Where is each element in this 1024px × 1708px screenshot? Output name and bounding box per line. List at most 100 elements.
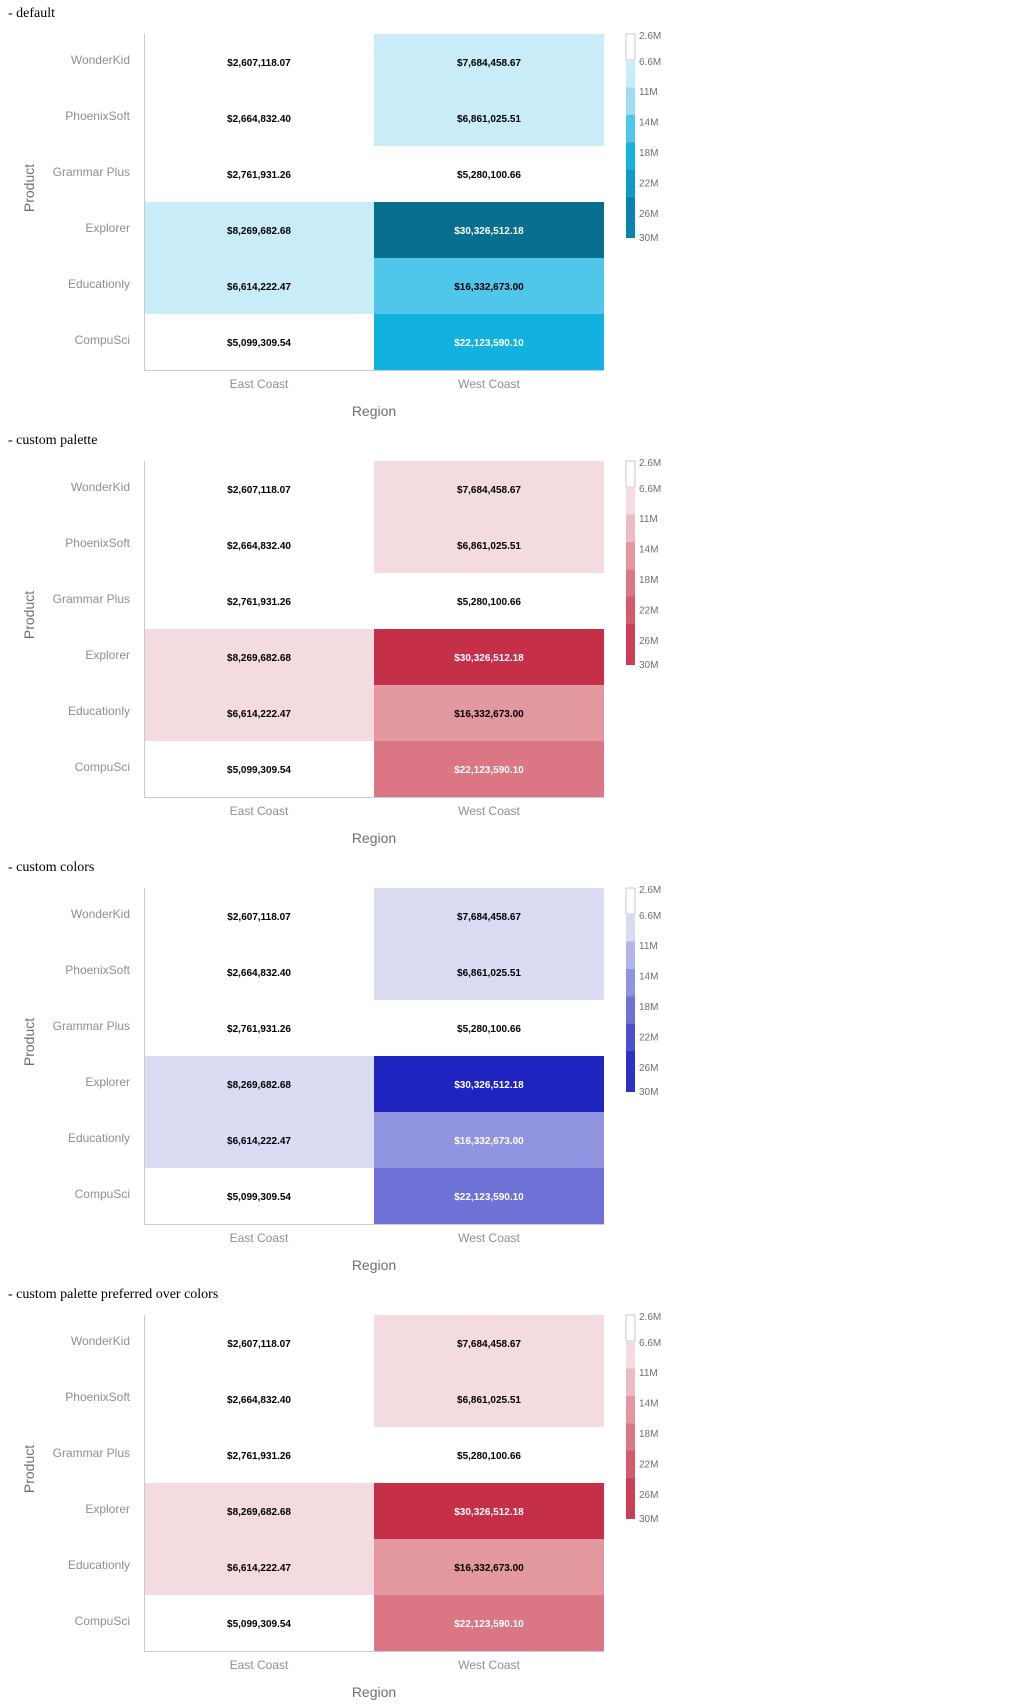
cell-value-label: $5,099,309.54 <box>227 338 291 349</box>
heatmap-cell[interactable] <box>144 258 374 314</box>
heatmap-cell[interactable] <box>144 1483 374 1539</box>
heatmap-cell[interactable] <box>144 685 374 741</box>
legend-tick-label: 14M <box>639 1399 658 1410</box>
cell-value-label: $30,326,512.18 <box>454 1507 524 1518</box>
cell-value-label: $5,099,309.54 <box>227 1619 291 1630</box>
y-axis-title: Product <box>21 1445 37 1493</box>
heatmap-cell[interactable] <box>374 461 604 517</box>
heatmap-cell[interactable] <box>374 629 604 685</box>
cell-value-label: $2,664,832.40 <box>227 1395 291 1406</box>
section-title: - custom palette <box>8 433 98 448</box>
heatmap-cell[interactable] <box>144 1056 374 1112</box>
heatmap-cell[interactable] <box>144 202 374 258</box>
section-title: - custom palette preferred over colors <box>8 1287 219 1302</box>
cell-value-label: $5,280,100.66 <box>457 170 521 181</box>
y-tick-label: PhoenixSoft <box>65 963 130 977</box>
legend-swatch <box>626 1368 635 1396</box>
legend-tick-label: 6.6M <box>639 911 661 922</box>
heatmap-cell[interactable] <box>144 741 374 797</box>
legend-tick-label: 18M <box>639 575 658 586</box>
legend-tick-label: 2.6M <box>639 458 661 469</box>
heatmap-cell[interactable] <box>374 146 604 202</box>
heatmap-cell[interactable] <box>374 258 604 314</box>
heatmap-cell[interactable] <box>144 146 374 202</box>
heatmap-cell[interactable] <box>374 34 604 90</box>
legend-tick-label: 11M <box>639 1368 658 1379</box>
y-axis-title: Product <box>21 1018 37 1066</box>
heatmap-cell[interactable] <box>374 1056 604 1112</box>
heatmap-cell[interactable] <box>374 1539 604 1595</box>
heatmap-cell[interactable] <box>144 944 374 1000</box>
heatmap-cell[interactable] <box>144 573 374 629</box>
legend-tick-label: 26M <box>639 1063 658 1074</box>
heatmap-cell[interactable] <box>144 888 374 944</box>
heatmap-cell[interactable] <box>144 1000 374 1056</box>
heatmap-cell[interactable] <box>144 34 374 90</box>
heatmap-cell[interactable] <box>374 1371 604 1427</box>
cell-value-label: $2,664,832.40 <box>227 968 291 979</box>
legend-swatch <box>626 1423 635 1451</box>
heatmap-cell[interactable] <box>374 888 604 944</box>
y-tick-label: Explorer <box>85 648 130 662</box>
cell-value-label: $6,861,025.51 <box>457 114 521 125</box>
cell-value-label: $7,684,458.67 <box>457 912 521 923</box>
legend-tick-label: 14M <box>639 545 658 556</box>
y-tick-label: CompuSci <box>75 760 130 774</box>
y-tick-label: PhoenixSoft <box>65 1390 130 1404</box>
heatmap-cell[interactable] <box>374 944 604 1000</box>
legend-tick-label: 11M <box>639 941 658 952</box>
legend-swatch <box>626 996 635 1024</box>
cell-value-label: $2,664,832.40 <box>227 114 291 125</box>
heatmap-cell[interactable] <box>374 202 604 258</box>
y-tick-label: WonderKid <box>71 1334 130 1348</box>
heatmap-cell[interactable] <box>374 1483 604 1539</box>
heatmap-cell[interactable] <box>144 90 374 146</box>
y-tick-label: CompuSci <box>75 1187 130 1201</box>
y-tick-label: Grammar Plus <box>53 165 130 179</box>
legend-tick-label: 22M <box>639 1033 658 1044</box>
x-axis-title: Region <box>352 830 396 846</box>
y-tick-label: Explorer <box>85 1502 130 1516</box>
legend-swatch <box>626 1477 635 1519</box>
heatmap-cell[interactable] <box>144 314 374 370</box>
heatmap-cell[interactable] <box>144 1315 374 1371</box>
y-tick-label: CompuSci <box>75 333 130 347</box>
heatmap-cell[interactable] <box>374 1427 604 1483</box>
heatmap-cell[interactable] <box>374 1168 604 1224</box>
heatmap-cell[interactable] <box>374 1315 604 1371</box>
heatmap-cell[interactable] <box>374 517 604 573</box>
legend-swatch <box>625 1314 636 1342</box>
heatmap-cell[interactable] <box>144 517 374 573</box>
legend-swatch <box>626 60 635 88</box>
heatmap-cell[interactable] <box>144 1168 374 1224</box>
heatmap-cell[interactable] <box>144 1371 374 1427</box>
legend-tick-label: 11M <box>639 514 658 525</box>
heatmap-cell[interactable] <box>374 1595 604 1651</box>
y-axis-title: Product <box>21 591 37 639</box>
heatmap-cell[interactable] <box>144 629 374 685</box>
y-tick-label: Educationly <box>68 1558 130 1572</box>
legend-swatch <box>626 968 635 997</box>
heatmap-cell[interactable] <box>374 573 604 629</box>
y-tick-label: Educationly <box>68 1131 130 1145</box>
legend-swatch <box>626 87 635 115</box>
heatmap-cell[interactable] <box>144 1427 374 1483</box>
heatmap-cell[interactable] <box>374 741 604 797</box>
heatmap-cell[interactable] <box>374 1112 604 1168</box>
heatmap-cell[interactable] <box>374 685 604 741</box>
heatmap-cell[interactable] <box>374 314 604 370</box>
heatmap-cell[interactable] <box>144 461 374 517</box>
heatmap-cell[interactable] <box>374 90 604 146</box>
y-tick-label: Explorer <box>85 1075 130 1089</box>
heatmap-cell[interactable] <box>144 1595 374 1651</box>
heatmap-cell[interactable] <box>374 1000 604 1056</box>
chart-section: - custom palette preferred over colors $2… <box>0 1281 1024 1708</box>
x-axis-title: Region <box>352 403 396 419</box>
heatmap-cell[interactable] <box>144 1539 374 1595</box>
cell-value-label: $6,614,222.47 <box>227 282 291 293</box>
legend-swatch <box>626 487 635 515</box>
legend-swatch <box>626 941 635 969</box>
cell-value-label: $22,123,590.10 <box>454 765 524 776</box>
legend-tick-label: 22M <box>639 179 658 190</box>
heatmap-cell[interactable] <box>144 1112 374 1168</box>
